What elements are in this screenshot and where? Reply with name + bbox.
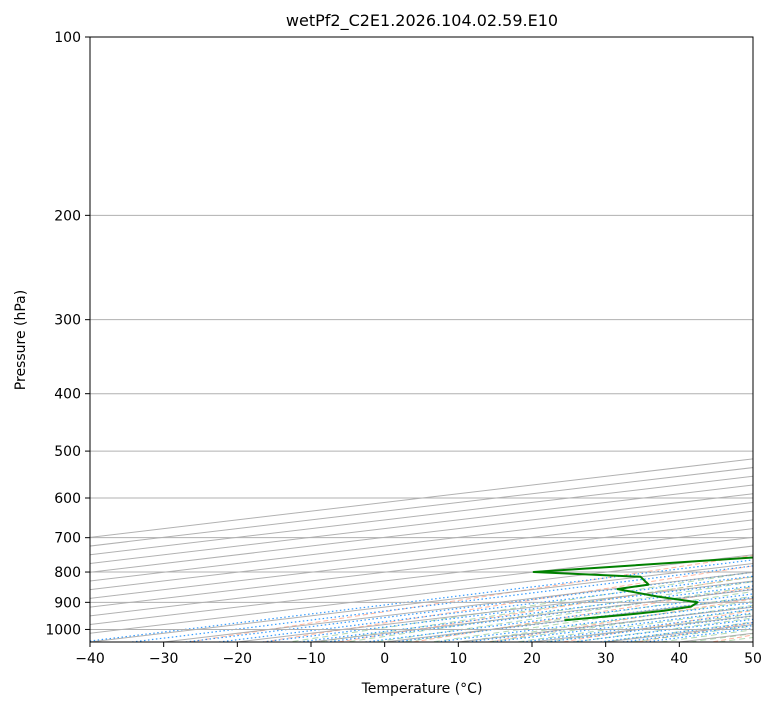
dry-adiabat-line bbox=[484, 598, 753, 642]
y-tick-label: 300 bbox=[54, 313, 81, 329]
x-tick-label: 0 bbox=[380, 651, 389, 667]
dry-adiabat-line bbox=[559, 610, 753, 642]
plot-frame bbox=[89, 36, 754, 643]
isotherm-line bbox=[306, 589, 753, 642]
chart-title: wetPf2_C2E1.2026.104.02.59.E10 bbox=[286, 11, 558, 31]
x-tick-label: 30 bbox=[597, 651, 615, 667]
y-tick-label: 200 bbox=[54, 208, 81, 224]
mixing-ratio-line bbox=[180, 571, 753, 642]
dry-adiabat-line bbox=[260, 565, 753, 642]
moist-adiabat-line bbox=[685, 633, 753, 642]
x-tick-label: −40 bbox=[75, 651, 105, 667]
mixing-ratio-line bbox=[567, 618, 753, 642]
isotherm-line bbox=[90, 536, 753, 617]
y-tick-label: 800 bbox=[54, 565, 81, 581]
isotherm-line bbox=[90, 562, 753, 642]
y-tick-label: 100 bbox=[54, 30, 81, 46]
y-tick-label: 900 bbox=[54, 595, 81, 611]
y-tick-label: 500 bbox=[54, 444, 81, 460]
x-axis: −40 −30 −20 −10 0 10 20 30 40 50 bbox=[75, 642, 762, 667]
dry-adiabat-line bbox=[633, 621, 753, 642]
moist-adiabat-line bbox=[427, 595, 753, 642]
y-tick-label: 1000 bbox=[45, 622, 81, 638]
y-axis: 100 200 300 400 500 600 700 800 900 1000 bbox=[45, 30, 90, 638]
dewpoint-profile bbox=[532, 556, 753, 622]
isotherms bbox=[90, 458, 753, 642]
x-tick-label: 10 bbox=[449, 651, 467, 667]
x-tick-label: −20 bbox=[223, 651, 253, 667]
x-axis-label: Temperature (°C) bbox=[361, 681, 483, 697]
dry-adiabat-line bbox=[409, 587, 753, 642]
x-tick-label: 50 bbox=[744, 651, 762, 667]
moist-adiabat-line bbox=[285, 571, 753, 642]
isotherm-line bbox=[90, 493, 753, 573]
isotherm-line bbox=[90, 510, 753, 591]
isotherm-line bbox=[90, 484, 753, 565]
isotherm-line bbox=[380, 597, 753, 642]
x-tick-label: 20 bbox=[523, 651, 541, 667]
moist-adiabat-line bbox=[484, 604, 753, 642]
moist-adiabat-line bbox=[569, 617, 753, 642]
temperature-profile bbox=[756, 37, 775, 619]
isotherm-line bbox=[90, 519, 753, 599]
diagram-labels: 0.10.20.40.611.52346810131620253036-100-… bbox=[763, 19, 775, 595]
mixing-ratio-line bbox=[127, 565, 753, 642]
plot-area: 0.10.20.40.611.52346810131620253036-100-… bbox=[90, 19, 775, 642]
isotherm-line bbox=[748, 641, 753, 642]
isotherm-line bbox=[90, 528, 753, 608]
x-tick-label: −10 bbox=[296, 651, 326, 667]
mixing-ratio-line bbox=[541, 615, 753, 642]
moist-adiabat-line bbox=[455, 600, 753, 642]
isotherm-line bbox=[233, 580, 753, 642]
isotherm-line bbox=[90, 467, 753, 547]
mixing-ratio-line bbox=[90, 559, 753, 642]
profiles bbox=[532, 37, 775, 622]
moist-adiabat-label: 40 bbox=[763, 574, 775, 595]
y-tick-label: 600 bbox=[54, 491, 81, 507]
isotherm-line bbox=[90, 501, 753, 582]
moist-adiabats bbox=[285, 571, 753, 642]
x-tick-label: 40 bbox=[670, 651, 688, 667]
isotherm-line bbox=[159, 571, 753, 642]
y-tick-label: 400 bbox=[54, 387, 81, 403]
pressure-gridlines bbox=[90, 37, 753, 630]
isotherm-line bbox=[675, 632, 753, 642]
mixing-ratio-line bbox=[517, 612, 753, 642]
y-tick-label: 700 bbox=[54, 531, 81, 547]
isotherm-line bbox=[601, 624, 753, 642]
moist-adiabat-line bbox=[314, 576, 753, 642]
moist-adiabat-line bbox=[598, 621, 753, 642]
isotherm-line bbox=[527, 615, 753, 642]
x-tick-label: −30 bbox=[149, 651, 179, 667]
mixing-ratio-line bbox=[487, 608, 753, 642]
y-axis-label: Pressure (hPa) bbox=[13, 290, 29, 390]
moist-adiabat-line bbox=[399, 590, 753, 642]
isotherm-line bbox=[90, 475, 753, 556]
